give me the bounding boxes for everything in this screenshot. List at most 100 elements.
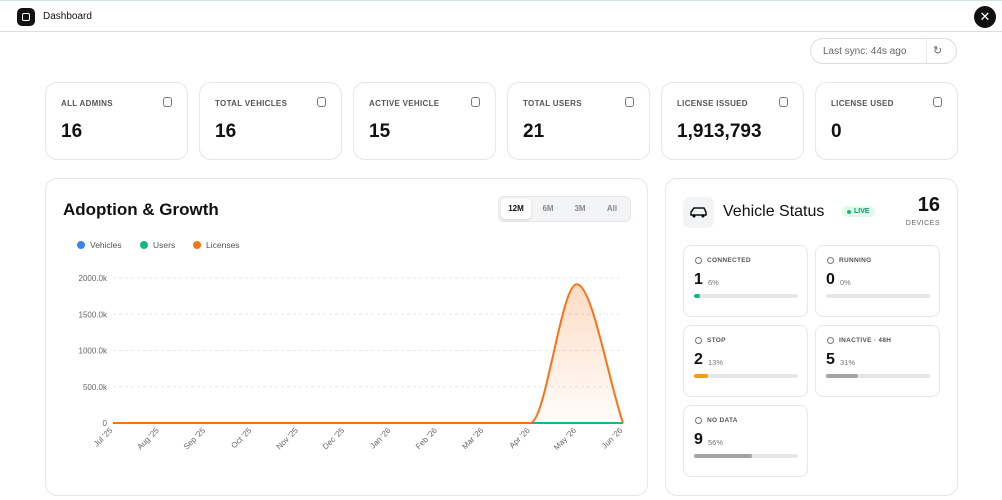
area: [113, 284, 623, 423]
progress-track: [694, 454, 798, 458]
tile-icon: [695, 337, 702, 344]
progress-bar: [694, 374, 708, 378]
tile-percent: 31%: [840, 358, 856, 367]
tile-count: 1: [694, 271, 703, 288]
legend-label: Licenses: [206, 240, 240, 250]
status-tile: RUNNING 0 0%: [815, 245, 940, 317]
x-tick-label: Jun '26: [600, 426, 625, 451]
tile-icon: [827, 337, 834, 344]
chart: 0 500.0k 1000.0k 1500.0k 2000.0k Jul '25 Aug '…: [77, 240, 625, 452]
stat-value: 21: [523, 121, 545, 142]
legend-dot: [140, 241, 148, 249]
status-tile: STOP 2 13%: [683, 325, 808, 397]
stat-icon: [317, 97, 326, 107]
stat-icon: [625, 97, 634, 107]
stat-label: ACTIVE VEHICLE: [369, 99, 440, 108]
progress-bar: [826, 374, 859, 378]
tile-icon: [827, 257, 834, 264]
tile-label: RUNNING: [839, 257, 872, 264]
progress-track: [826, 374, 930, 378]
stat-label: TOTAL USERS: [523, 99, 582, 108]
legend-label: Users: [153, 240, 175, 250]
stat-label: LICENSE ISSUED: [677, 99, 748, 108]
y-tick-label: 1000.0k: [79, 347, 108, 356]
tile-percent: 56%: [708, 438, 724, 447]
range-tab[interactable]: All: [606, 204, 618, 213]
stat-card: TOTAL USERS 21: [507, 82, 650, 160]
stat-value: 15: [369, 121, 391, 142]
tile-count: 5: [826, 351, 835, 368]
progress-bar: [694, 454, 753, 458]
y-tick-label: 1500.0k: [79, 310, 108, 319]
stat-value: 16: [61, 121, 83, 142]
tile-count: 2: [694, 351, 703, 368]
stat-card: ACTIVE VEHICLE 15: [353, 82, 496, 160]
range-tab[interactable]: 12M: [501, 199, 531, 219]
stat-card: LICENSE ISSUED 1,913,793: [661, 82, 804, 160]
stat-card: ALL ADMINS 16: [45, 82, 188, 160]
x-tick-label: Jan '26: [368, 426, 393, 451]
tile-icon: [695, 257, 702, 264]
progress-track: [694, 374, 798, 378]
tile-label: INACTIVE · 48H: [839, 337, 892, 344]
live-text: LIVE: [854, 208, 870, 215]
stat-icon: [163, 97, 172, 107]
top-bar: Dashboard ✕: [0, 0, 1002, 32]
status-tile: CONNECTED 1 6%: [683, 245, 808, 317]
range-tabs: 12M 6M 3M All: [498, 196, 631, 222]
stat-label: LICENSE USED: [831, 99, 894, 108]
legend-label: Vehicles: [90, 240, 122, 250]
progress-track: [694, 294, 798, 298]
stat-value: 0: [831, 121, 842, 142]
stat-label: ALL ADMINS: [61, 99, 113, 108]
x-tick-label: Mar '26: [460, 426, 485, 451]
x-tick-label: May '26: [552, 426, 578, 452]
tile-label: CONNECTED: [707, 257, 751, 264]
legend-dot: [193, 241, 201, 249]
x-tick-label: Aug '25: [135, 426, 161, 452]
tile-count: 0: [826, 271, 835, 288]
logo[interactable]: [17, 8, 35, 26]
stat-icon: [933, 97, 942, 107]
range-tab[interactable]: 3M: [574, 204, 586, 213]
stat-card: LICENSE USED 0: [815, 82, 958, 160]
tile-percent: 0%: [840, 278, 851, 287]
stat-icon: [779, 97, 788, 107]
series-line: [113, 283, 624, 424]
x-tick-label: Sep '25: [182, 426, 208, 452]
tile-count: 9: [694, 431, 703, 448]
status-title: Vehicle Status: [723, 203, 825, 220]
tile-percent: 13%: [708, 358, 724, 367]
y-tick-label: 2000.0k: [79, 274, 108, 283]
legend-dot: [77, 241, 85, 249]
status-tile: NO DATA 9 56%: [683, 405, 808, 477]
page-title: Dashboard: [43, 11, 92, 22]
range-tab[interactable]: 6M: [542, 204, 554, 213]
y-tick-label: 500.0k: [83, 383, 108, 392]
tile-label: NO DATA: [707, 417, 738, 424]
tile-icon: [695, 417, 702, 424]
y-tick-label: 0: [103, 419, 108, 428]
tile-label: STOP: [707, 337, 726, 344]
x-tick-label: Dec '25: [321, 426, 347, 452]
refresh-button[interactable]: ↻: [933, 45, 943, 57]
tile-percent: 6%: [708, 278, 719, 287]
x-tick-label: Feb '26: [414, 426, 439, 451]
sync-pill: Last sync: 44s ago ↻: [810, 38, 957, 64]
progress-track: [826, 294, 930, 298]
chart-card: Adoption & Growth 12M 6M 3M All 0 500.0k 1000…: [45, 178, 648, 496]
x-tick-label: Nov '25: [275, 426, 301, 452]
x-tick-label: Jul '25: [92, 426, 115, 449]
device-label: DEVICES: [905, 220, 940, 227]
stat-card: TOTAL VEHICLES 16: [199, 82, 342, 160]
stat-label: TOTAL VEHICLES: [215, 99, 288, 108]
status-tile: INACTIVE · 48H 5 31%: [815, 325, 940, 397]
chart-title: Adoption & Growth: [63, 200, 219, 219]
progress-bar: [694, 294, 701, 298]
car-icon: [683, 197, 714, 228]
live-badge: LIVE: [842, 206, 875, 217]
x-tick-label: Apr '26: [508, 426, 533, 451]
close-button[interactable]: ✕: [974, 6, 996, 28]
stat-value: 16: [215, 121, 237, 142]
